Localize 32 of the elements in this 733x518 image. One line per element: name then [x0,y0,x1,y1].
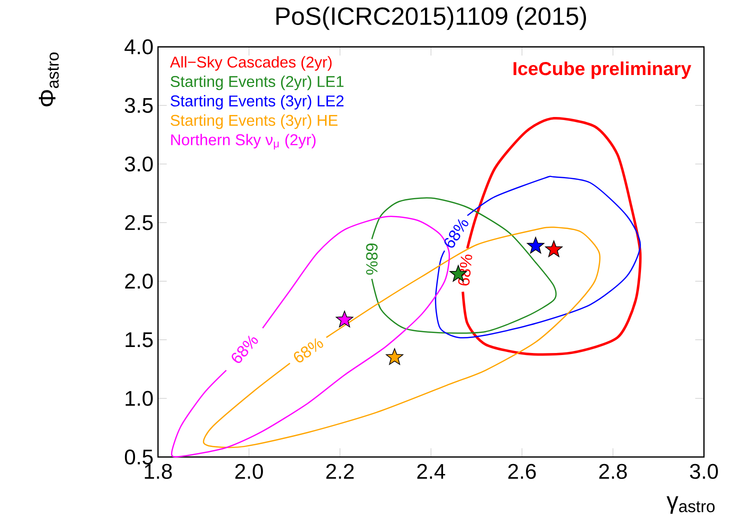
point [526,236,544,254]
y-tick-label: 1.5 [126,332,153,348]
text: All−Sky Cascades (2yr) [170,56,332,71]
point [336,310,354,328]
x-tick-label: 3.0 [690,464,718,479]
x-tick-label: 2.2 [326,464,354,479]
chart-title: PoS(ICRC2015)1109 (2015) [276,6,586,30]
text: Starting Events (3yr) HE [170,114,338,130]
x-tick-label: 2.6 [508,464,536,479]
y-tick-label: 4.0 [124,39,153,54]
text: Starting Events (2yr) LE1 [170,76,344,90]
x-tick-label: 2.4 [417,464,446,479]
y-tick-label: 3.5 [124,98,153,113]
y-tick-label: 2.5 [125,215,153,230]
annotation: 68% [232,336,258,364]
point [386,348,404,365]
y-tick-label: 0.5 [124,450,153,465]
y-tick-label: 1.0 [126,390,153,406]
x-tick-label: 2.8 [599,464,627,479]
y-axis-title: Φ$_{astro}$ [38,52,59,106]
annotation: IceCube preliminary [514,62,692,79]
text: Northern Sky ν$_{μ}$ (2yr) [171,134,316,150]
y-tick-label: 2.0 [125,274,153,289]
x-tick-label: 1.8 [144,464,172,479]
annotation: 68% [366,244,378,275]
annotation: 68% [294,338,324,362]
x-axis-title: γ$_{astro}$ [666,496,715,514]
x-tick-label: 2.0 [235,464,263,479]
y-tick-label: 3.0 [124,156,153,172]
point [545,240,563,258]
text: Starting Events (3yr) LE2 [170,95,344,110]
line-series [434,176,641,338]
